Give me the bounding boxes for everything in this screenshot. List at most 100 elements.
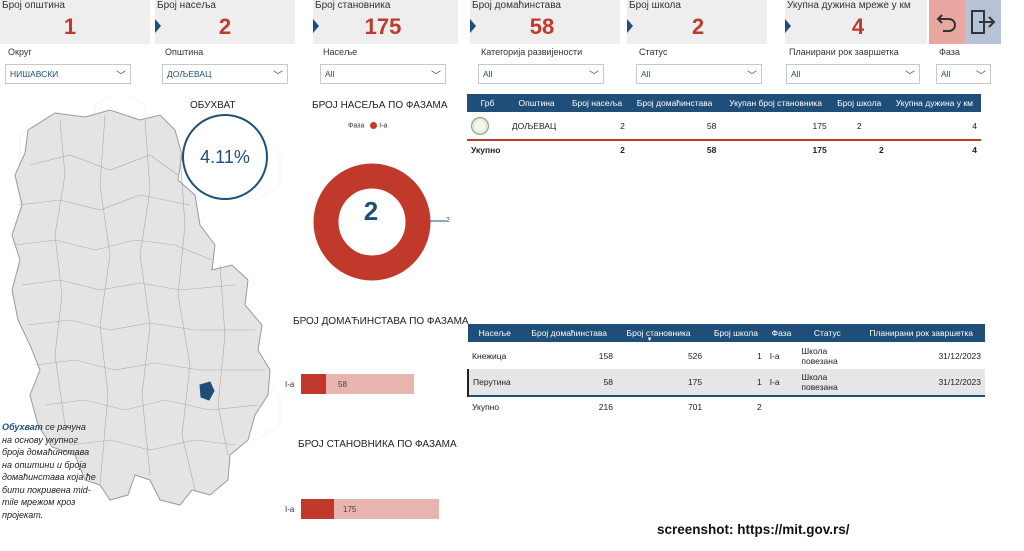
table-cell: 58 <box>706 144 717 155</box>
status-dropdown[interactable]: All ﹀ <box>636 64 762 84</box>
column-header[interactable]: Број насеља <box>565 94 629 112</box>
donut-leader-line <box>430 220 446 222</box>
table-cell: 175 <box>720 112 831 141</box>
kpi-value: 2 <box>218 14 232 39</box>
kpi-label: Број насеља <box>157 0 216 11</box>
kpi-value: 175 <box>364 14 402 39</box>
donut-slice-I-a <box>313 163 431 281</box>
kpi-value: 4 <box>851 14 865 39</box>
table-cell: 58 <box>521 369 617 396</box>
legend-title: Фаза <box>348 122 365 130</box>
column-header[interactable]: Општина <box>507 94 566 112</box>
caret-icon <box>155 19 161 33</box>
table-cell: 216 <box>521 395 617 416</box>
coverage-note: Обухват се рачуна на основу укупног број… <box>2 421 97 521</box>
households-bar-category: I-a <box>285 380 295 389</box>
table-cell: 701 <box>616 395 707 416</box>
settlement-table: Насеље Број домаћинстава Број становника… <box>466 324 985 416</box>
settlement-dropdown[interactable]: All ﹀ <box>320 64 446 84</box>
column-header[interactable]: Број домаћинстава <box>521 324 617 342</box>
population-bar-fill <box>301 499 335 519</box>
donut-center-value: 2 <box>363 196 379 226</box>
dropdown-value: НИШАВСКИ <box>10 69 59 79</box>
kpi-municipalities: Број општина 1 <box>0 0 150 44</box>
kpi-schools: Број школа 2 <box>627 0 767 44</box>
table-cell: Школа повезана <box>797 369 858 396</box>
table-cell: 58 <box>628 112 721 141</box>
population-bar[interactable] <box>301 499 439 519</box>
filter-label-municipality: Општина <box>165 47 204 57</box>
table-row-selected[interactable]: Перутина 58 175 1 I-a Школа повезана 31/… <box>466 369 985 396</box>
table-cell: Перутина <box>466 369 522 396</box>
column-header[interactable]: Број школа <box>706 324 766 342</box>
settlements-donut-chart[interactable] <box>310 160 435 285</box>
households-bar[interactable] <box>301 374 414 394</box>
caret-icon <box>785 19 791 33</box>
coverage-title: ОБУХВАТ <box>190 100 236 111</box>
filter-label-status: Статус <box>639 47 668 57</box>
reset-button[interactable] <box>929 0 965 44</box>
kpi-population: Број становника 175 <box>313 0 458 44</box>
table-header-row: Насеље Број домаћинстава Број становника… <box>468 324 985 343</box>
table-cell: 2 <box>565 112 629 141</box>
column-header[interactable]: Статус <box>797 324 858 342</box>
dropdown-value: All <box>325 69 335 79</box>
chevron-down-icon: ﹀ <box>747 71 757 82</box>
caret-icon <box>627 19 633 33</box>
column-header[interactable]: Укупна дужина у км <box>887 94 981 112</box>
column-header[interactable]: Фаза <box>765 324 798 342</box>
exit-icon <box>971 10 996 34</box>
table-cell: 158 <box>598 350 613 361</box>
column-header[interactable]: Насеље <box>468 324 522 342</box>
table-cell: 526 <box>687 350 703 361</box>
chevron-down-icon: ﹀ <box>273 71 283 82</box>
phase-dropdown[interactable]: All ﹀ <box>936 64 991 84</box>
exit-button[interactable] <box>965 0 1001 44</box>
kpi-label: Број домаћинстава <box>472 0 561 11</box>
column-header-sorted[interactable]: Број становника▼ <box>616 324 707 343</box>
table-cell: 4 <box>972 144 977 155</box>
dropdown-value: ДОЉЕВАЦ <box>167 69 212 79</box>
table-cell: Школа повезана <box>801 345 838 366</box>
settlements-chart-title: БРОЈ НАСЕЉА ПО ФАЗАМА <box>312 100 448 111</box>
caret-icon <box>470 19 476 33</box>
kpi-label: Број општина <box>2 0 65 11</box>
table-cell: I-a <box>769 350 780 361</box>
column-header[interactable]: Број домаћинстава <box>628 94 721 112</box>
population-bar-category: I-a <box>285 505 295 514</box>
column-header[interactable]: Грб <box>467 94 508 112</box>
screenshot-credit: screenshot: https://mit.gov.rs/ <box>657 522 850 537</box>
serbia-outline <box>11 109 271 506</box>
phase-legend: Фаза I-a <box>348 122 387 129</box>
column-header[interactable]: Укупан број становника <box>720 94 831 112</box>
table-row[interactable]: ДОЉЕВАЦ 2 58 175 2 4 <box>467 112 981 141</box>
chevron-down-icon: ﹀ <box>589 71 599 82</box>
households-bar-fill <box>301 374 326 394</box>
table-row[interactable]: Кнежица 158 526 1 I-a Школа повезана 31/… <box>468 342 985 369</box>
district-dropdown[interactable]: НИШАВСКИ ﹀ <box>5 64 131 84</box>
kpi-value: 58 <box>529 14 555 39</box>
dropdown-value: All <box>641 69 651 79</box>
table-cell: Укупно <box>471 144 501 155</box>
legend-item: I-a <box>379 122 388 130</box>
table-cell: 31/12/2023 <box>857 369 985 396</box>
coat-of-arms-cell <box>467 112 508 141</box>
table-total-row: Укупно 216 701 2 <box>468 395 985 416</box>
development-category-dropdown[interactable]: All ﹀ <box>478 64 604 84</box>
table-cell: 31/12/2023 <box>938 350 981 361</box>
planned-deadline-dropdown[interactable]: All ﹀ <box>786 64 920 84</box>
table-cell: 2 <box>879 144 884 155</box>
table-cell: 1 <box>706 369 766 396</box>
dropdown-value: All <box>941 69 951 79</box>
coverage-note-term: Обухват <box>2 422 43 432</box>
table-cell <box>857 395 985 416</box>
column-header[interactable]: Број школа <box>830 94 888 112</box>
serbia-map[interactable] <box>0 95 290 545</box>
column-header-label: Број становника <box>626 328 691 338</box>
municipality-dropdown[interactable]: ДОЉЕВАЦ ﹀ <box>162 64 288 84</box>
households-chart-title: БРОЈ ДОМАЋИНСТАВА ПО ФАЗАМА <box>293 316 469 327</box>
dropdown-value: All <box>791 69 801 79</box>
column-header[interactable]: Планирани рок завршетка <box>857 324 985 342</box>
chevron-down-icon: ﹀ <box>116 71 126 82</box>
legend-swatch <box>370 122 378 129</box>
